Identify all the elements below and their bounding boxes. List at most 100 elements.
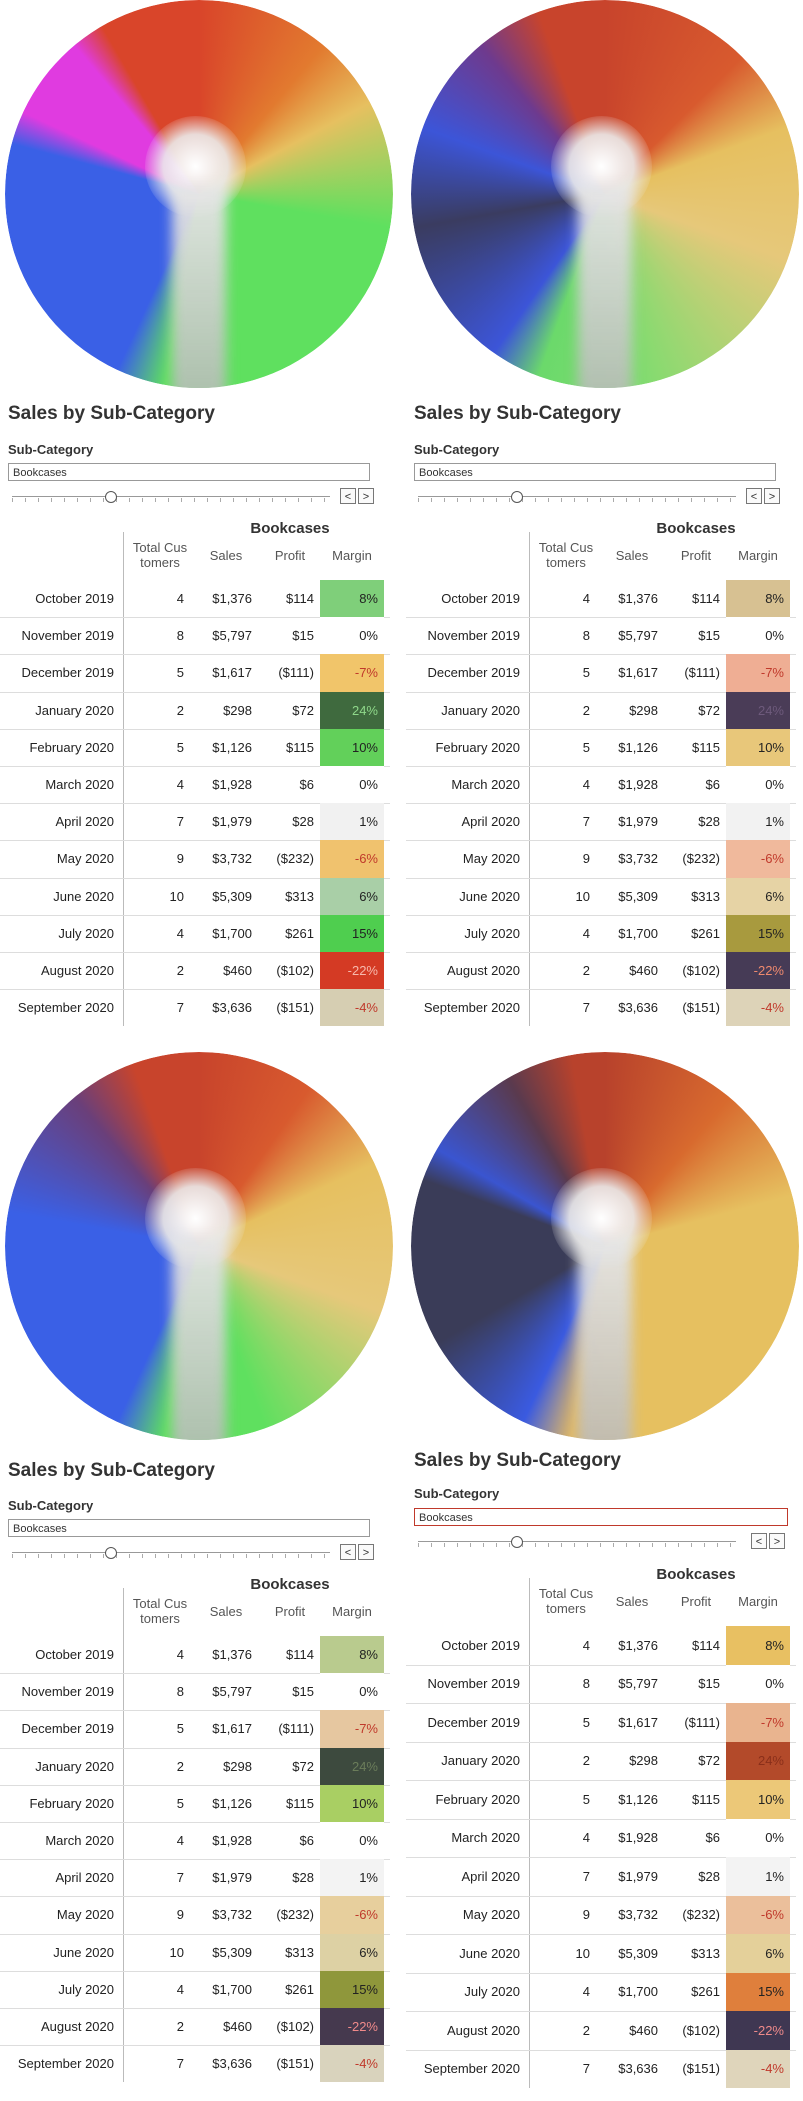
- table-row: February 2020 5 $1,126 $115 10%: [406, 1780, 796, 1820]
- col-header-sales: Sales: [615, 548, 649, 563]
- sales-cell: $1,617: [618, 665, 658, 681]
- profit-cell: $114: [692, 1637, 720, 1653]
- month-cell: September 2020: [423, 2061, 520, 2077]
- sales-cell: $3,636: [212, 1000, 252, 1016]
- table-row: December 2019 5 $1,617 ($111) -7%: [406, 654, 796, 693]
- next-button[interactable]: >: [358, 1544, 374, 1560]
- column-divider: [529, 1578, 530, 2088]
- sales-cell: $298: [223, 702, 252, 718]
- profit-cell: ($111): [684, 1714, 720, 1730]
- subcategory-label: Sub-Category: [8, 442, 94, 457]
- margin-cell: 8%: [320, 580, 384, 618]
- sales-cell: $1,617: [618, 1714, 658, 1730]
- next-button[interactable]: >: [769, 1533, 785, 1549]
- profit-cell: $114: [286, 591, 314, 607]
- previous-button[interactable]: <: [746, 488, 762, 504]
- margin-cell: 24%: [726, 691, 790, 729]
- col-header-profit: Profit: [680, 548, 712, 563]
- slider-thumb[interactable]: [105, 491, 117, 503]
- table-title: Bookcases: [250, 520, 330, 537]
- margin-cell: 1%: [320, 1859, 384, 1897]
- profit-cell: ($151): [276, 1000, 314, 1016]
- table-row: December 2019 5 $1,617 ($111) -7%: [406, 1703, 796, 1743]
- profit-cell: ($232): [276, 1907, 314, 1923]
- table-row: November 2019 8 $5,797 $15 0%: [406, 617, 796, 656]
- profit-cell: $6: [299, 1833, 314, 1849]
- customers-cell: 7: [582, 1000, 590, 1016]
- table-row: September 2020 7 $3,636 ($151) -4%: [0, 2045, 390, 2083]
- color-wheel: [411, 1052, 799, 1440]
- margin-cell: -22%: [726, 2011, 790, 2050]
- slider-thumb[interactable]: [511, 491, 523, 503]
- customers-cell: 4: [176, 925, 184, 941]
- sales-cell: $1,700: [212, 925, 252, 941]
- customers-cell: 8: [176, 628, 184, 644]
- table-row: June 2020 10 $5,309 $313 6%: [406, 877, 796, 916]
- sales-cell: $5,309: [618, 1945, 658, 1961]
- month-cell: April 2020: [55, 1870, 114, 1886]
- sales-cell: $1,126: [618, 1791, 658, 1807]
- customers-cell: 7: [176, 1870, 184, 1886]
- subcategory-dropdown[interactable]: Bookcases: [8, 1519, 370, 1537]
- sales-cell: $5,309: [212, 1944, 252, 1960]
- sales-cell: $1,126: [212, 739, 252, 755]
- margin-cell: 0%: [320, 617, 384, 655]
- customers-cell: 8: [582, 628, 590, 644]
- profit-cell: $72: [698, 1753, 720, 1769]
- month-cell: March 2020: [451, 1830, 520, 1846]
- customers-cell: 10: [169, 888, 184, 904]
- subcategory-dropdown[interactable]: Bookcases: [414, 1508, 788, 1526]
- table-row: March 2020 4 $1,928 $6 0%: [0, 766, 390, 805]
- subcategory-slider[interactable]: [418, 490, 736, 504]
- slider-thumb[interactable]: [511, 1536, 523, 1548]
- table-row: July 2020 4 $1,700 $261 15%: [406, 1972, 796, 2012]
- previous-button[interactable]: <: [751, 1533, 767, 1549]
- table-row: February 2020 5 $1,126 $115 10%: [0, 1784, 390, 1823]
- sales-cell: $3,732: [212, 1907, 252, 1923]
- subcategory-slider[interactable]: [418, 1535, 736, 1549]
- next-button[interactable]: >: [358, 488, 374, 504]
- profit-cell: ($111): [278, 665, 314, 681]
- margin-cell: -7%: [320, 654, 384, 692]
- subcategory-dropdown[interactable]: Bookcases: [8, 463, 370, 481]
- profit-cell: $261: [285, 1981, 314, 1997]
- col-header-sales: Sales: [209, 548, 243, 563]
- next-button[interactable]: >: [764, 488, 780, 504]
- margin-cell: 15%: [726, 914, 790, 952]
- subcategory-slider[interactable]: [12, 490, 330, 504]
- table-rows: October 2019 4 $1,376 $114 8% November 2019 8 $…: [0, 1588, 390, 2083]
- customers-cell: 2: [176, 963, 184, 979]
- month-cell: October 2019: [35, 1647, 114, 1663]
- customers-cell: 7: [176, 814, 184, 830]
- month-cell: May 2020: [462, 1907, 520, 1923]
- profit-cell: $6: [705, 1830, 720, 1846]
- customers-cell: 2: [582, 2022, 590, 2038]
- profit-cell: ($232): [276, 851, 314, 867]
- color-wheel: [5, 1052, 393, 1440]
- subcategory-dropdown[interactable]: Bookcases: [414, 463, 776, 481]
- table-row: January 2020 2 $298 $72 24%: [0, 691, 390, 730]
- profit-cell: $28: [698, 1868, 720, 1884]
- previous-button[interactable]: <: [340, 1544, 356, 1560]
- month-cell: July 2020: [464, 1984, 520, 2000]
- table-title: Bookcases: [250, 1576, 330, 1593]
- customers-cell: 4: [582, 1637, 590, 1653]
- sales-cell: $1,617: [212, 1721, 252, 1737]
- profit-cell: ($111): [278, 1721, 314, 1737]
- previous-button[interactable]: <: [340, 488, 356, 504]
- margin-cell: 15%: [320, 1970, 384, 2008]
- col-header-sales: Sales: [615, 1594, 649, 1609]
- table-row: April 2020 7 $1,979 $28 1%: [406, 803, 796, 842]
- sales-cell: $5,797: [618, 628, 658, 644]
- margin-cell: 0%: [320, 1822, 384, 1860]
- subcategory-slider[interactable]: [12, 1546, 330, 1560]
- month-cell: July 2020: [58, 1981, 114, 1997]
- customers-cell: 7: [176, 1000, 184, 1016]
- table-row: May 2020 9 $3,732 ($232) -6%: [0, 840, 390, 879]
- margin-cell: -7%: [726, 654, 790, 692]
- margin-cell: 6%: [726, 877, 790, 915]
- customers-cell: 10: [169, 1944, 184, 1960]
- sales-cell: $5,309: [618, 888, 658, 904]
- sales-cell: $298: [629, 1753, 658, 1769]
- slider-thumb[interactable]: [105, 1547, 117, 1559]
